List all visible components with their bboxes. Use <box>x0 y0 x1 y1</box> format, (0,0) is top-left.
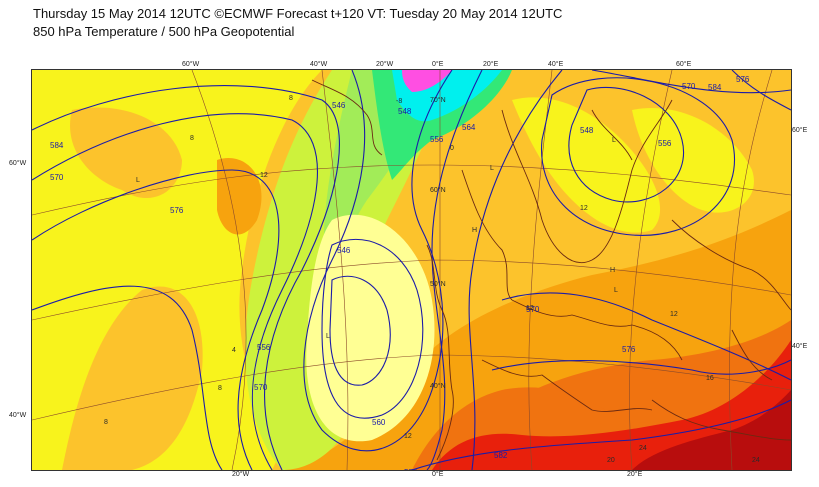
inner-lat-labels: 70°N 60°N 50°N 40°N <box>430 96 446 390</box>
temp-field-cutoff-pale <box>306 214 435 442</box>
temp-field-red <box>432 340 791 470</box>
z-label: 570 <box>526 305 540 314</box>
t-label: 0 <box>450 145 454 152</box>
t-label: 20 <box>607 457 615 464</box>
t-label: 16 <box>706 375 714 382</box>
bottom-lon-label: 0°E <box>432 471 444 478</box>
z-label: 570 <box>50 173 64 182</box>
t-label: 12 <box>580 205 588 212</box>
temp-field-trough-lightgreen <box>323 70 452 300</box>
geopotential-contours <box>32 70 791 470</box>
top-lon-label: 20°E <box>483 61 499 68</box>
t-label: 24 <box>639 445 647 452</box>
temp-field-magenta <box>402 70 452 92</box>
pressure-centres: L L L H H L L <box>136 137 618 340</box>
centre-label: L <box>612 137 616 144</box>
map-title: Thursday 15 May 2014 12UTC ©ECMWF Foreca… <box>33 6 563 21</box>
bottom-lon-label: 20°E <box>627 471 643 478</box>
centre-label: L <box>326 333 330 340</box>
z-label: 582 <box>494 451 508 460</box>
graticule <box>32 70 791 470</box>
temp-field-orange-west-2 <box>70 107 182 199</box>
z-label: 570 <box>682 82 696 91</box>
t-label: -8 <box>396 98 402 105</box>
top-lon-label: 20°W <box>376 61 394 68</box>
temp-field-dark-red <box>632 390 791 470</box>
top-lon-label: 60°E <box>676 61 692 68</box>
z-label: 576 <box>622 345 636 354</box>
z-label: 560 <box>372 418 386 427</box>
centre-label: H <box>472 227 477 234</box>
left-lon-label: 60°W <box>9 160 27 167</box>
t-label: 12 <box>526 305 534 312</box>
right-lon-label: 40°E <box>792 343 808 350</box>
temp-field-yellow-east <box>632 108 754 213</box>
z-label: 570 <box>254 383 268 392</box>
temp-field-yellow-scandinavia <box>512 97 661 233</box>
z-label: 548 <box>398 107 412 116</box>
t-label: 4 <box>232 347 236 354</box>
t-label: 8 <box>104 419 108 426</box>
top-lon-label: 0°E <box>432 61 444 68</box>
z-label: 576 <box>170 206 184 215</box>
coastlines <box>311 79 791 461</box>
top-lon-label: 40°E <box>548 61 564 68</box>
centre-label: L <box>490 165 494 172</box>
z-label: 584 <box>708 83 722 92</box>
z-label: 546 <box>337 246 351 255</box>
lat-label: 70°N <box>430 96 446 104</box>
temp-field-orange-west-3 <box>217 158 262 235</box>
centre-label: H <box>610 267 615 274</box>
z-label: 548 <box>580 126 594 135</box>
z-label: 546 <box>332 101 346 110</box>
lat-label: 60°N <box>430 186 446 194</box>
t-label: 12 <box>404 433 412 440</box>
z-label: 584 <box>50 141 64 150</box>
t-label: 8 <box>218 385 222 392</box>
map-subtitle: 850 hPa Temperature / 500 hPa Geopotenti… <box>33 24 295 39</box>
temp-field-orange-west-1 <box>62 286 203 470</box>
t-label: 12 <box>670 311 678 318</box>
t-label: 12 <box>260 172 268 179</box>
lat-label: 50°N <box>430 280 446 288</box>
left-lon-label: 40°W <box>9 412 27 419</box>
t-label: 24 <box>752 457 760 464</box>
z-label: 576 <box>404 468 418 470</box>
z-label: 556 <box>430 135 444 144</box>
z-label: 556 <box>257 343 271 352</box>
right-lon-label: 60°E <box>792 127 808 134</box>
centre-label: L <box>136 177 140 184</box>
bottom-lon-label: 20°W <box>232 471 250 478</box>
geopotential-labels: 546 548 556 564 570 576 584 582 546 560 … <box>50 75 750 470</box>
weather-map: 546 548 556 564 570 576 584 582 546 560 … <box>31 69 792 471</box>
temperature-labels: 12 8 4 8 8 8 12 12 12 16 20 24 24 -8 12 … <box>104 95 760 464</box>
z-label: 576 <box>736 75 750 84</box>
t-label: 8 <box>190 135 194 142</box>
t-label: 8 <box>289 95 293 102</box>
z-label: 564 <box>462 123 476 132</box>
centre-label: L <box>614 287 618 294</box>
lat-label: 40°N <box>430 382 446 390</box>
top-lon-label: 60°W <box>182 61 200 68</box>
top-lon-label: 40°W <box>310 61 328 68</box>
z-label: 556 <box>658 139 672 148</box>
